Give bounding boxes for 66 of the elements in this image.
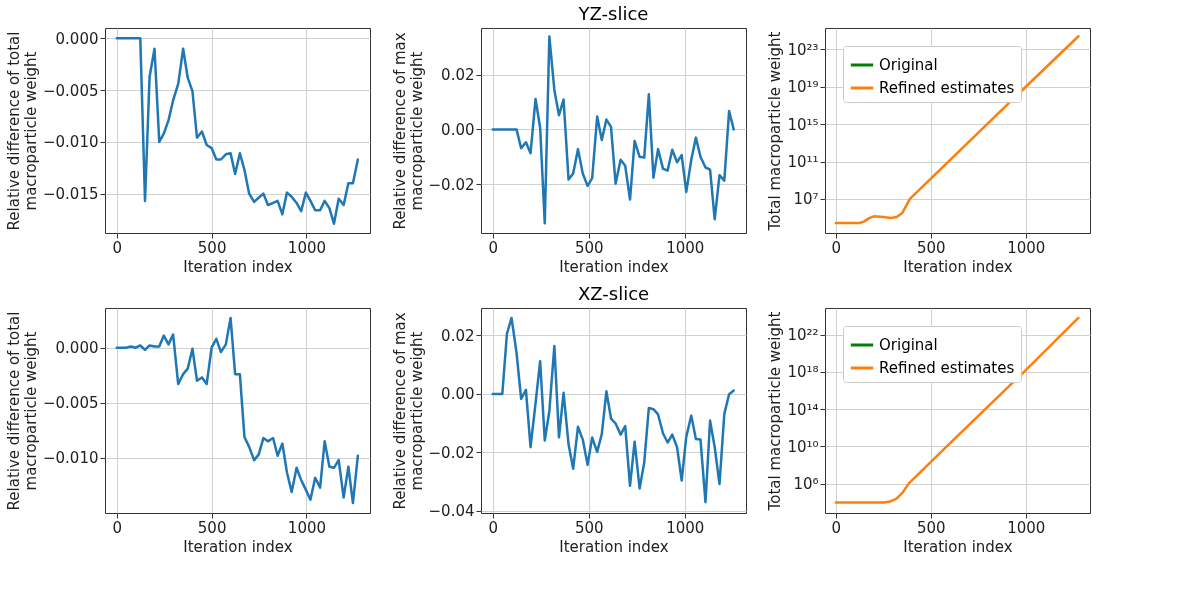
y-tick-label: 0.000 [55, 339, 99, 358]
line-series [491, 35, 735, 225]
x-tick-label: 500 [916, 238, 946, 257]
x-tick-label: 0 [831, 518, 842, 537]
line-series [115, 316, 360, 505]
legend-label: Original [879, 336, 938, 354]
x-tick-label: 0 [488, 518, 498, 537]
y-tick-label: 10¹¹ [787, 153, 819, 172]
y-tick-label: 10¹⁹ [787, 78, 819, 97]
y-axis-title: Relative difference of total macroparticle weight [4, 311, 40, 511]
x-axis-title: Iteration index [183, 257, 293, 276]
y-tick-label: −0.02 [428, 443, 475, 462]
x-tick-label: 1000 [287, 238, 327, 257]
x-tick-label: 500 [574, 518, 604, 537]
x-tick-label: 0 [488, 238, 498, 257]
y-tick-label: 0.02 [441, 326, 475, 345]
y-axis-title: Relative difference of max macroparticle weight [390, 312, 426, 510]
y-tick-label: 10²³ [787, 40, 819, 59]
y-tick-label: −0.04 [428, 502, 475, 521]
x-tick-label: 1000 [287, 518, 327, 537]
x-axis-title: Iteration index [183, 537, 293, 556]
y-tick-label: −0.02 [428, 175, 475, 194]
y-tick-label: −0.010 [42, 449, 99, 468]
x-axis-title: Iteration index [559, 537, 669, 556]
legend-label: Refined estimates [879, 79, 1015, 97]
y-axis-title: Relative difference of max macroparticle weight [390, 32, 426, 230]
y-tick-label: 10¹⁸ [787, 363, 819, 382]
y-tick-label: −0.005 [42, 81, 99, 100]
line-series [834, 316, 1080, 504]
x-tick-label: 1000 [666, 238, 705, 257]
x-tick-label: 0 [831, 238, 842, 257]
y-tick-label: 0.02 [441, 66, 475, 85]
line-series [834, 34, 1080, 225]
x-tick-label: 1000 [666, 518, 705, 537]
y-axis-title: Total macroparticle weight [766, 311, 785, 512]
x-axis-title: Iteration index [903, 257, 1013, 276]
y-tick-label: 0.000 [55, 29, 99, 48]
y-tick-label: 10⁷ [793, 190, 819, 209]
y-tick-label: 10¹⁰ [787, 437, 819, 456]
chart-title: XZ-slice [577, 283, 650, 304]
x-tick-label: 1000 [1007, 518, 1046, 537]
y-tick-label: 10²² [787, 326, 819, 345]
y-tick-label: 0.00 [441, 385, 475, 404]
y-tick-label: 10¹⁵ [787, 115, 819, 134]
x-axis-title: Iteration index [903, 537, 1013, 556]
x-tick-label: 500 [574, 238, 604, 257]
y-axis-title: Total macroparticle weight [766, 31, 785, 232]
legend-label: Refined estimates [879, 359, 1015, 377]
line-series [491, 316, 735, 504]
x-tick-label: 0 [112, 518, 123, 537]
y-tick-label: −0.010 [42, 133, 99, 152]
x-axis-title: Iteration index [559, 257, 669, 276]
x-tick-label: 500 [197, 238, 227, 257]
y-tick-label: −0.005 [42, 394, 99, 413]
legend-label: Original [879, 56, 938, 74]
y-tick-label: −0.015 [42, 185, 99, 204]
y-tick-label: 0.00 [441, 120, 475, 139]
y-tick-label: 10¹⁴ [787, 400, 819, 419]
x-tick-label: 1000 [1007, 238, 1046, 257]
x-tick-label: 500 [197, 518, 227, 537]
line-series [115, 37, 360, 225]
chart-title: YZ-slice [577, 3, 649, 24]
y-axis-title: Relative difference of total macroparticle weight [4, 31, 40, 231]
y-tick-label: 10⁶ [793, 475, 819, 494]
x-tick-label: 0 [112, 238, 123, 257]
x-tick-label: 500 [916, 518, 946, 537]
